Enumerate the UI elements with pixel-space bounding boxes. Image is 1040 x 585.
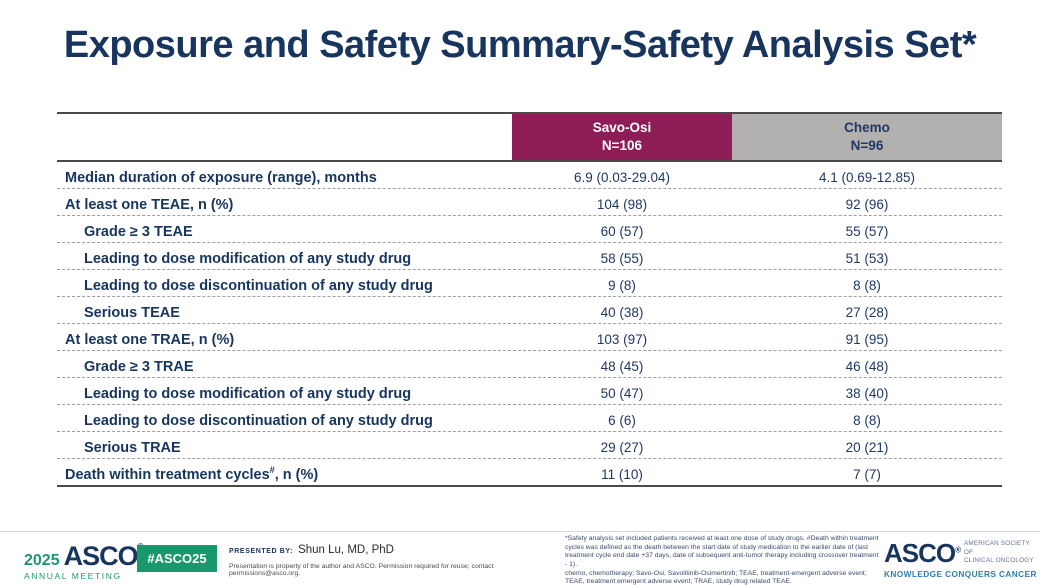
cell-savo-osi: 11 (10) — [601, 467, 643, 482]
cell-chemo: 55 (57) — [845, 224, 889, 239]
table-row: Serious TRAE 29 (27) 20 (21) — [57, 432, 1002, 459]
table-row: Grade ≥ 3 TRAE 48 (45) 46 (48) — [57, 351, 1002, 378]
row-label: Serious TEAE — [84, 304, 180, 321]
table-row: Leading to dose modification of any stud… — [57, 243, 1002, 270]
asco-wordmark: ASCO® — [884, 538, 961, 568]
cell-chemo: 92 (96) — [845, 197, 889, 212]
row-label: At least one TEAE, n (%) — [65, 196, 234, 213]
cell-savo-osi: 6 (6) — [608, 413, 636, 428]
table-row: Leading to dose modification of any stud… — [57, 378, 1002, 405]
row-label: Grade ≥ 3 TRAE — [84, 358, 194, 375]
asco-logo: ASCO® AMERICAN SOCIETY OF CLINICAL ONCOL… — [884, 538, 1037, 579]
annual-meeting-logo: 2025 ASCO® ANNUAL MEETING — [24, 543, 143, 581]
table-row: Death within treatment cycles#, n (%) 11… — [57, 459, 1002, 487]
asco-society-text: AMERICAN SOCIETY OF CLINICAL ONCOLOGY — [964, 540, 1036, 566]
cell-savo-osi: 50 (47) — [600, 386, 644, 401]
cell-savo-osi: 6.9 (0.03-29.04) — [573, 170, 671, 185]
cell-chemo: 51 (53) — [845, 251, 889, 266]
header-savo-osi-label: Savo-Osi — [592, 119, 652, 135]
header-empty-cell — [57, 114, 512, 160]
cell-chemo: 46 (48) — [845, 359, 889, 374]
permission-text: Presentation is property of the author a… — [229, 563, 494, 577]
cell-savo-osi: 40 (38) — [600, 305, 644, 320]
cell-chemo: 38 (40) — [845, 386, 889, 401]
presented-by-label: PRESENTED BY: — [229, 548, 294, 555]
cell-savo-osi: 104 (98) — [596, 197, 648, 212]
table-row: At least one TRAE, n (%) 103 (97) 91 (95… — [57, 324, 1002, 351]
registered-mark-icon: ® — [955, 545, 961, 555]
row-label: Leading to dose modification of any stud… — [84, 250, 412, 267]
cell-savo-osi: 48 (45) — [600, 359, 644, 374]
footnote-line-1: *Safety analysis set included patients r… — [565, 535, 879, 569]
table-rows: Median duration of exposure (range), mon… — [57, 162, 1002, 487]
cell-savo-osi: 58 (55) — [600, 251, 644, 266]
cell-chemo: 91 (95) — [845, 332, 889, 347]
cell-chemo: 8 (8) — [853, 278, 881, 293]
row-label: Death within treatment cycles#, n (%) — [65, 465, 319, 483]
cell-savo-osi: 60 (57) — [600, 224, 644, 239]
header-savo-osi: Savo-Osi N=106 — [512, 114, 732, 160]
header-chemo-n: N=96 — [850, 138, 884, 153]
footnote-line-2: chemo, chemotherapy; Savo-Osi, Savolitin… — [565, 569, 867, 585]
table-row: Leading to dose discontinuation of any s… — [57, 270, 1002, 297]
annual-meeting-subtitle: ANNUAL MEETING — [24, 571, 122, 581]
footer: 2025 ASCO® ANNUAL MEETING #ASCO25 PRESEN… — [0, 531, 1040, 585]
presented-by-block: PRESENTED BY: Shun Lu, MD, PhD Presentat… — [229, 544, 559, 577]
header-chemo-label: Chemo — [844, 119, 890, 135]
row-label: Grade ≥ 3 TEAE — [84, 223, 193, 240]
asco-society-line2: CLINICAL ONCOLOGY — [964, 557, 1034, 565]
table-row: Median duration of exposure (range), mon… — [57, 162, 1002, 189]
header-savo-osi-n: N=106 — [601, 138, 643, 153]
annual-meeting-year: 2025 — [24, 552, 60, 569]
row-label: Median duration of exposure (range), mon… — [65, 169, 377, 186]
table-row: Grade ≥ 3 TEAE 60 (57) 55 (57) — [57, 216, 1002, 243]
header-chemo: Chemo N=96 — [732, 114, 1002, 160]
row-label: At least one TRAE, n (%) — [65, 331, 235, 348]
footnote-block: *Safety analysis set included patients r… — [565, 535, 879, 585]
row-label: Serious TRAE — [84, 439, 181, 456]
hashtag-badge: #ASCO25 — [137, 545, 217, 572]
cell-chemo: 8 (8) — [853, 413, 881, 428]
asco-society-line1: AMERICAN SOCIETY OF — [964, 540, 1030, 556]
cell-savo-osi: 103 (97) — [596, 332, 648, 347]
cell-chemo: 7 (7) — [853, 467, 881, 482]
asco-tagline: KNOWLEDGE CONQUERS CANCER — [884, 569, 1037, 579]
summary-table: Savo-Osi N=106 Chemo N=96 Median duratio… — [57, 112, 1002, 487]
table-header: Savo-Osi N=106 Chemo N=96 — [57, 112, 1002, 162]
page-title: Exposure and Safety Summary-Safety Analy… — [63, 24, 977, 66]
row-label: Leading to dose discontinuation of any s… — [84, 277, 433, 294]
cell-chemo: 4.1 (0.69-12.85) — [818, 170, 916, 185]
cell-savo-osi: 29 (27) — [600, 440, 644, 455]
cell-savo-osi: 9 (8) — [608, 278, 636, 293]
presenter-name: Shun Lu, MD, PhD — [298, 544, 394, 556]
table-row: Serious TEAE 40 (38) 27 (28) — [57, 297, 1002, 324]
row-label: Leading to dose discontinuation of any s… — [84, 412, 433, 429]
cell-chemo: 20 (21) — [845, 440, 889, 455]
table-row: At least one TEAE, n (%) 104 (98) 92 (96… — [57, 189, 1002, 216]
table-row: Leading to dose discontinuation of any s… — [57, 405, 1002, 432]
annual-meeting-asco: ASCO® — [64, 543, 144, 570]
cell-chemo: 27 (28) — [845, 305, 889, 320]
row-label: Leading to dose modification of any stud… — [84, 385, 412, 402]
